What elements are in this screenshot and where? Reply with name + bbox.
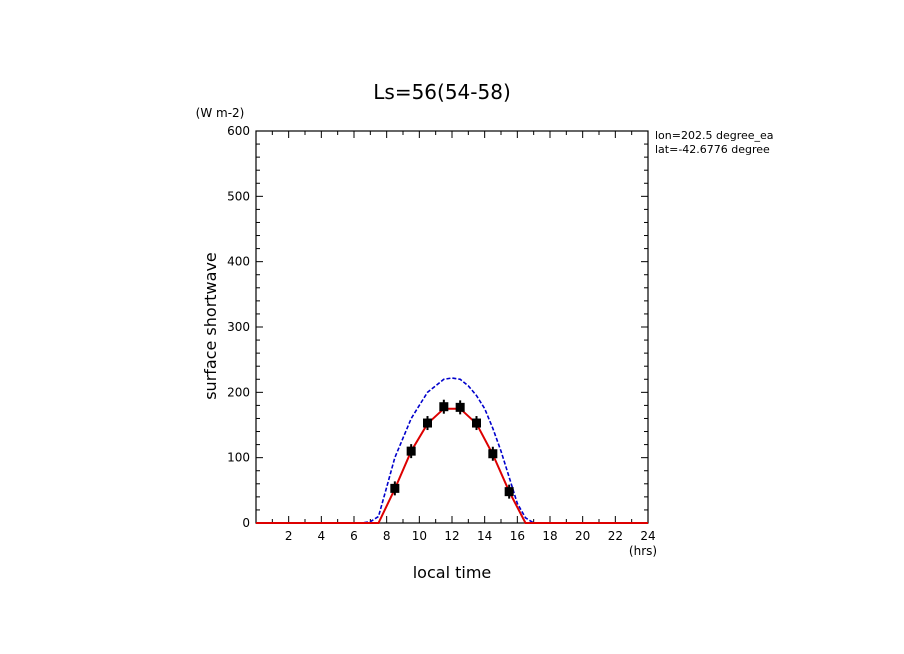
y-tick-label: 300 [227,320,250,334]
y-tick-label: 0 [242,516,250,530]
plot-frame [255,130,649,524]
x-axis-label: local time [413,563,492,582]
y-tick-label: 100 [227,451,250,465]
x-tick-label: 2 [285,529,293,543]
annotation-lat: lat=-42.6776 degree [655,143,770,156]
y-tick-label: 400 [227,255,250,269]
dashed-series-line [256,377,648,524]
x-tick-label: 14 [477,529,492,543]
x-tick-label: 18 [542,529,557,543]
x-tick-label: 12 [444,529,459,543]
solid-series-line [256,407,648,524]
x-tick-label: 4 [318,529,326,543]
x-unit-label: (hrs) [629,544,657,558]
y-tick-label: 500 [227,189,250,203]
x-tick-label: 8 [383,529,391,543]
y-tick-label: 600 [227,124,250,138]
y-unit-label: (W m-2) [196,106,245,120]
x-tick-label: 16 [510,529,525,543]
y-tick-label: 200 [227,385,250,399]
x-tick-label: 22 [608,529,623,543]
annotation-lon: lon=202.5 degree_ea [655,129,774,142]
x-tick-label: 10 [412,529,427,543]
x-tick-label: 20 [575,529,590,543]
chart-title: Ls=56(54-58) [373,80,511,104]
y-axis-label: surface shortwave [201,252,220,400]
x-tick-label: 24 [640,529,655,543]
x-tick-label: 6 [350,529,358,543]
